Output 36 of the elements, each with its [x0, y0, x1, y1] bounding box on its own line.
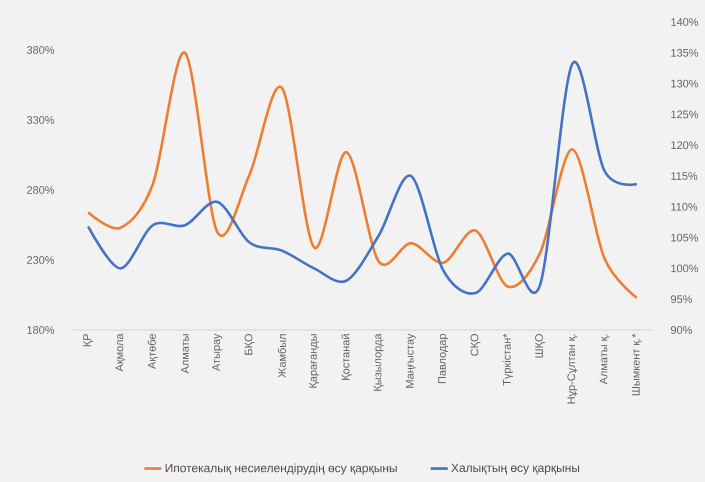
y-tick-label: 380%	[26, 46, 54, 54]
legend-label: Халықтың өсу қарқыны	[451, 464, 580, 474]
legend-label: Ипотекалық несиелендірудің өсу қарқыны	[166, 464, 397, 475]
x-tick-label: БҚО	[244, 334, 254, 355]
x-tick-label: Алматы	[181, 334, 189, 374]
x-tick-label: Қызылорда	[374, 334, 384, 391]
y2-tick-label: 100%	[671, 264, 698, 272]
x-tick-label: Маңғыстау	[406, 334, 416, 388]
y2-tick-label: 140%	[671, 18, 698, 26]
y2-tick-label: 125%	[671, 110, 698, 118]
y2-tick-label: 105%	[671, 234, 698, 242]
x-tick-label: Жамбыл	[278, 334, 286, 378]
x-tick-label: Қостанай	[341, 334, 352, 380]
x-tick-label: Қарағанды	[309, 334, 319, 388]
x-tick-label: Нұр-Сұлтан қ.	[567, 334, 578, 404]
y2-tick-label: 130%	[671, 80, 698, 88]
y-tick-label: 230%	[27, 256, 54, 264]
x-tick-label: ҚР	[83, 334, 94, 346]
y-tick-label: 280%	[27, 186, 54, 194]
y2-tick-label: 120%	[671, 141, 698, 150]
y2-tick-label: 115%	[671, 172, 698, 180]
y2-tick-label: 135%	[671, 48, 698, 57]
x-tick-label: Ақтөбе	[148, 334, 158, 369]
x-tick-label: Павлодар	[438, 334, 448, 384]
y2-tick-label: 110%	[671, 202, 698, 211]
x-tick-label: Алматы қ.	[600, 334, 610, 384]
x-tick-label: Шымкент қ.*	[632, 334, 642, 396]
y2-tick-label: 90%	[670, 326, 692, 334]
x-tick-label: Түркістан*	[502, 334, 513, 386]
x-tick-label: Ақмола	[116, 334, 126, 372]
y2-tick-label: 95%	[670, 295, 692, 304]
x-tick-label: Атырау	[212, 334, 222, 371]
x-tick-label: СҚО	[470, 334, 480, 356]
x-tick-label: ШҚО	[535, 334, 545, 358]
y-tick-label: 330%	[26, 116, 54, 124]
y-tick-label: 180%	[27, 326, 54, 334]
